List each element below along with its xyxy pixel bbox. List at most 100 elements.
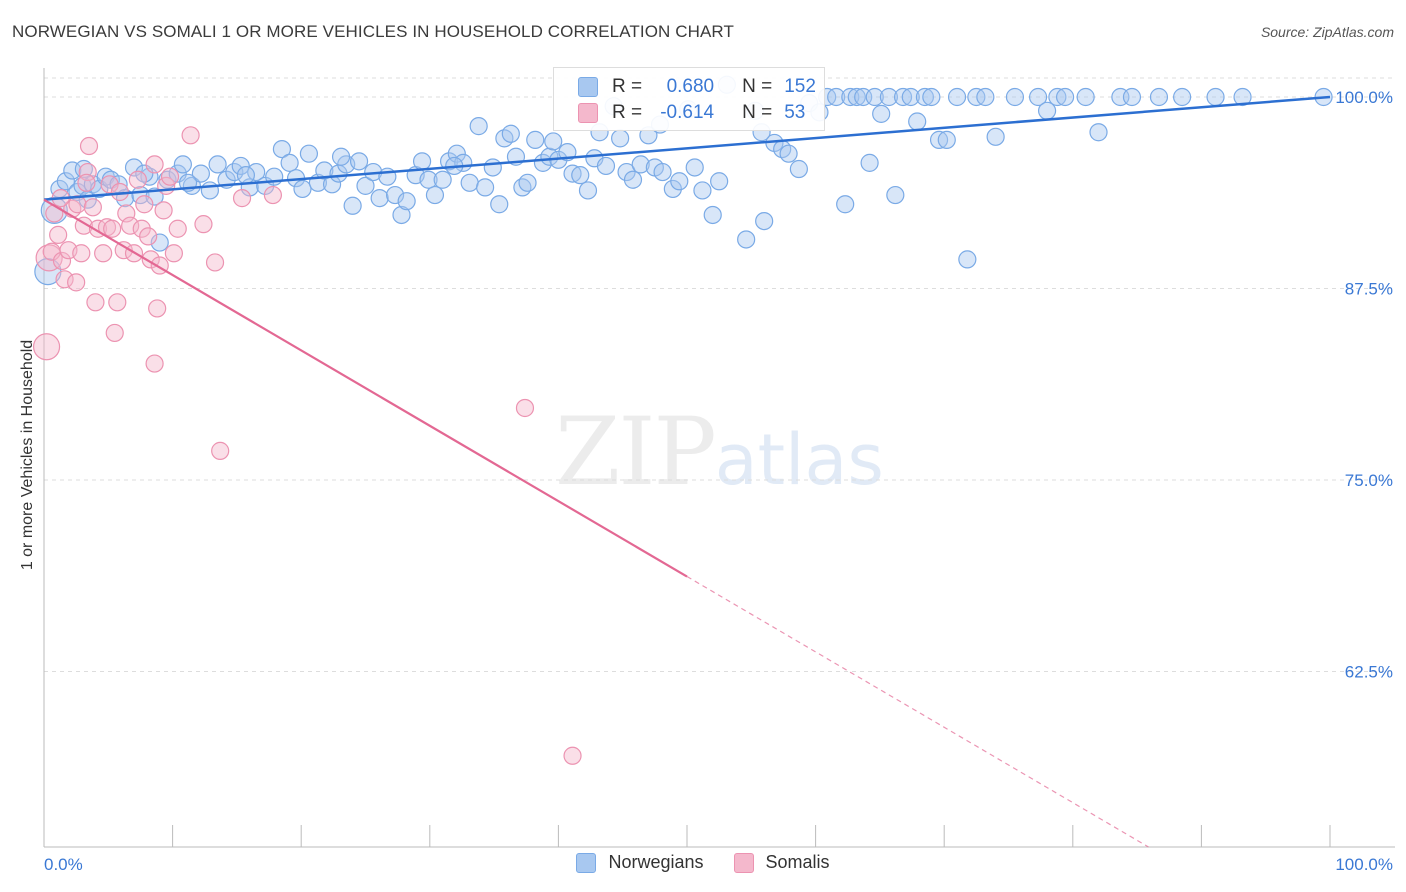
norwegian-point — [331, 147, 351, 166]
norwegian-point — [150, 233, 169, 252]
norwegian-point — [865, 87, 884, 107]
somali-point — [83, 198, 102, 217]
somali-point — [145, 354, 164, 373]
norwegians-trend-line — [43, 95, 1331, 201]
norwegian-point — [789, 159, 808, 179]
somali-point — [55, 270, 74, 289]
norwegian-point — [693, 181, 712, 200]
norwegian-point — [922, 87, 941, 107]
norwegian-point — [299, 144, 319, 163]
stats-row-norwegians: R = 0.680 N = 152 — [578, 75, 816, 99]
somalis-swatch — [578, 103, 598, 123]
x-tick-label: 0.0% — [44, 855, 83, 874]
norwegian-point — [40, 196, 68, 224]
legend-item-somalis[interactable]: Somalis — [733, 852, 830, 873]
stats-legend: R = 0.680 N = 152 R = -0.614 N = 53 — [553, 67, 825, 131]
somalis-trend-extension — [686, 575, 1149, 848]
legend-label-norwegians: Norwegians — [608, 852, 704, 872]
n-key: N = — [742, 76, 773, 97]
legend-item-norwegians[interactable]: Norwegians — [576, 852, 704, 873]
norwegian-point — [958, 250, 977, 269]
norwegian-point — [460, 173, 479, 192]
norwegian-point — [272, 139, 292, 159]
norwegian-point — [886, 185, 905, 205]
norwegian-point — [231, 156, 250, 176]
norwegian-point — [370, 189, 389, 208]
norwegian-point — [1149, 87, 1169, 107]
norwegian-point — [433, 170, 452, 189]
trend-lines — [43, 95, 1331, 848]
norwegian-point — [392, 205, 411, 225]
somali-point — [72, 244, 91, 263]
somali-point — [154, 201, 173, 220]
norwegian-point — [1089, 123, 1108, 142]
norwegian-point — [755, 211, 774, 231]
y-tick-label: 87.5% — [1345, 280, 1393, 299]
norwegian-point — [397, 192, 416, 211]
norwegian-point — [947, 87, 967, 107]
norwegian-point — [827, 87, 846, 107]
norwegian-point — [425, 185, 445, 205]
norwegian-point — [893, 87, 913, 107]
somali-point — [232, 189, 252, 208]
norwegian-point — [1173, 87, 1192, 107]
norwegian-point — [526, 130, 545, 149]
tick-labels: 62.5% 75.0% 87.5% 100.0% 0.0% 100.0% — [44, 88, 1393, 874]
norwegian-point — [173, 155, 192, 174]
norwegian-point — [315, 161, 334, 180]
y-tick-label: 100.0% — [1335, 88, 1393, 107]
norwegian-point — [908, 112, 927, 131]
somali-point — [515, 398, 535, 418]
norwegian-point — [571, 166, 590, 185]
r-value: 0.680 — [666, 76, 715, 97]
norwegian-point — [343, 196, 362, 215]
somali-point — [139, 227, 158, 246]
norwegian-point — [475, 178, 495, 197]
norwegian-point — [356, 176, 375, 195]
series-legend: Norwegians Somalis — [0, 852, 1406, 873]
norwegians-swatch — [578, 77, 598, 97]
norwegian-point — [653, 162, 672, 182]
somali-point — [563, 746, 582, 765]
r-key: R = — [612, 76, 643, 97]
norwegian-point — [937, 130, 956, 149]
x-tick-label: 100.0% — [1335, 855, 1393, 874]
norwegian-point — [563, 164, 582, 183]
watermark-zip: ZIP — [555, 398, 717, 507]
legend-label-somalis: Somalis — [765, 852, 830, 872]
norwegian-point — [419, 170, 438, 189]
norwegian-point — [685, 158, 704, 177]
norwegian-point — [501, 124, 520, 143]
norwegian-point — [385, 185, 405, 205]
norwegian-point — [596, 156, 616, 176]
somali-point — [135, 195, 154, 214]
norwegian-point — [56, 172, 75, 191]
somali-point — [67, 273, 86, 292]
n-key: N = — [742, 102, 773, 123]
norwegian-point — [631, 155, 650, 174]
norwegian-point — [247, 162, 266, 182]
norwegian-point — [208, 155, 227, 174]
norwegian-point — [191, 164, 210, 183]
norwegian-point — [544, 132, 563, 151]
somalis-points — [32, 126, 582, 765]
norwegian-point — [836, 195, 855, 214]
norwegian-point — [1076, 87, 1095, 107]
somali-point — [145, 155, 164, 174]
norwegian-point — [1055, 87, 1075, 107]
watermark-atlas: atlas — [714, 419, 884, 501]
norwegian-point — [412, 152, 432, 171]
norwegian-point — [1048, 87, 1067, 107]
norwegian-point — [847, 87, 866, 107]
y-tick-label: 75.0% — [1345, 471, 1393, 490]
somali-point — [45, 204, 64, 223]
norwegian-point — [349, 152, 369, 171]
somali-point — [121, 216, 140, 235]
somali-point — [211, 441, 230, 460]
watermark: ZIPatlas — [555, 398, 884, 507]
somali-point — [263, 185, 283, 205]
somali-point — [79, 136, 99, 156]
somali-point — [181, 126, 200, 145]
norwegian-point — [1233, 87, 1252, 107]
